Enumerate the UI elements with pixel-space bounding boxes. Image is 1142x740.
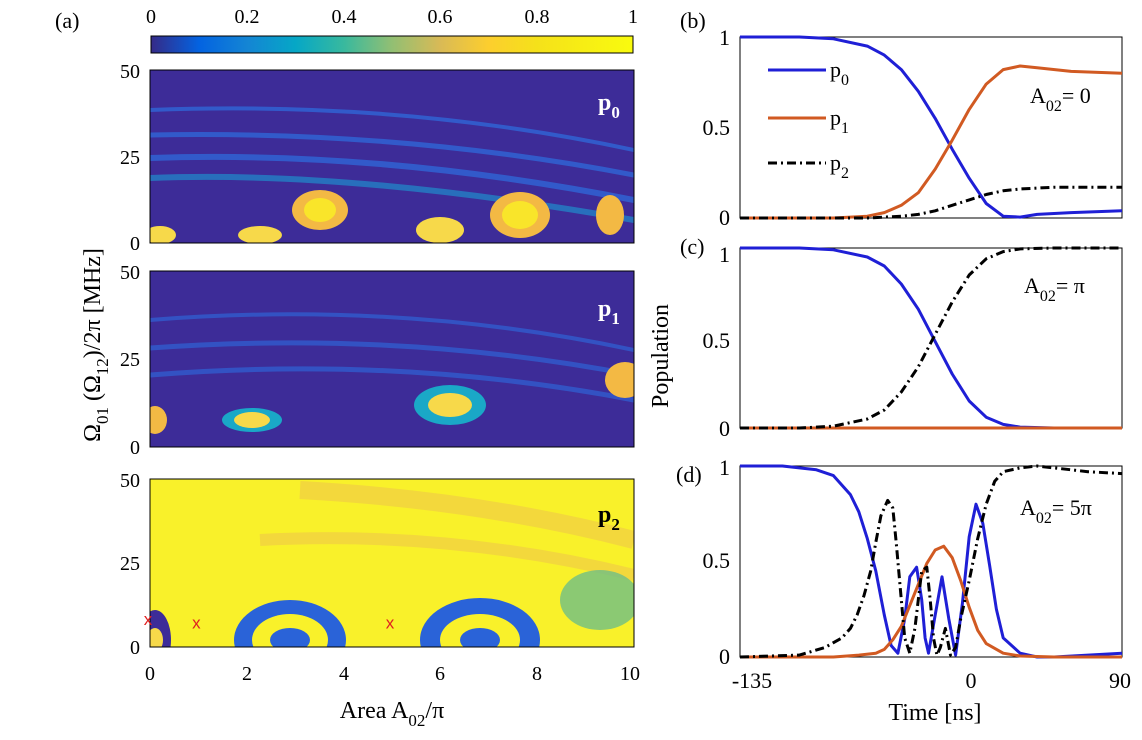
marker-x: x (386, 614, 395, 633)
y-tick: 0 (719, 205, 730, 230)
legend-label-p1: p1 (830, 105, 849, 137)
panel-a-label: (a) (55, 8, 79, 33)
panel-d-y-ticks: 1 0.5 0 (703, 455, 731, 669)
series-p0-line (740, 464, 1123, 659)
colorbar-ticks: 0 0.2 0.4 0.6 0.8 1 (146, 6, 638, 28)
y-tick: 0 (130, 233, 140, 255)
panel-d-x-ticks: -135 0 90 (732, 668, 1131, 693)
panel-d-frame (739, 465, 1123, 658)
heatmap-p0-image (150, 70, 634, 243)
x-tick: 10 (620, 663, 640, 685)
x-tick: 90 (1109, 668, 1131, 693)
series-p1-line (740, 64, 1123, 220)
marker-x: x (144, 610, 153, 629)
series-p0-line (740, 246, 1122, 430)
y-tick: 50 (120, 61, 140, 83)
x-tick: 8 (532, 663, 542, 685)
legend-label-p2: p2 (830, 150, 849, 182)
panel-b-series (740, 35, 1123, 220)
x-tick: 6 (435, 663, 445, 685)
heatmap-p0: p0 50 25 0 (120, 61, 635, 255)
heatmap-y-label: Ω01 (Ω12)/2π [MHz] (80, 248, 112, 442)
series-p2-line (740, 185, 1122, 220)
y-tick: 25 (120, 553, 140, 575)
heatmap-p2: x x x p2 50 25 0 (120, 470, 635, 659)
colorbar-bar (150, 35, 634, 54)
colorbar-tick: 0.6 (428, 6, 453, 28)
heatmap-p2-label: p2 (598, 502, 620, 534)
panel-d-annotation: A02= 5π (1020, 495, 1092, 527)
y-tick: 0 (719, 416, 730, 441)
population-y-label: Population (648, 304, 674, 408)
heatmap-x-ticks: 0 2 4 6 8 10 (145, 663, 640, 685)
colorbar-tick: 0.4 (332, 6, 357, 28)
colorbar-tick: 0.2 (235, 6, 260, 28)
y-tick: 1 (719, 455, 730, 480)
y-tick: 25 (120, 147, 140, 169)
panel-c-y-ticks: 1 0.5 0 (703, 242, 731, 441)
colorbar-tick: 1 (628, 6, 638, 28)
x-tick: 0 (966, 668, 977, 693)
series-p2-line (739, 464, 1123, 659)
colorbar-tick: 0 (146, 6, 156, 28)
y-tick: 1 (719, 242, 730, 267)
marker-x: x (192, 614, 201, 633)
y-tick: 50 (120, 262, 140, 284)
heatmap-p1-label: p1 (598, 296, 620, 328)
panel-c-series (740, 246, 1122, 430)
y-tick: 25 (120, 349, 140, 371)
colorbar-tick: 0.8 (525, 6, 550, 28)
y-tick: 50 (120, 470, 140, 492)
panel-b-y-ticks: 1 0.5 0 (703, 25, 731, 230)
y-tick: 0.5 (703, 548, 731, 573)
colorbar: 0 0.2 0.4 0.6 0.8 1 (146, 6, 638, 54)
y-tick: 1 (719, 25, 730, 50)
y-tick: 0 (130, 637, 140, 659)
x-tick: -135 (732, 668, 772, 693)
heatmap-p0-frame (149, 69, 635, 244)
x-tick: 4 (339, 663, 349, 685)
panel-c-label: (c) (680, 234, 704, 259)
y-tick: 0 (130, 437, 140, 459)
panel-b-annotation: A02= 0 (1030, 83, 1091, 115)
heatmap-p0-label: p0 (598, 90, 620, 122)
series-p1-line (740, 544, 1122, 659)
panel-d-series (739, 464, 1123, 659)
time-x-label: Time [ns] (888, 700, 981, 726)
panel-b-label: (b) (680, 8, 706, 33)
heatmap-p2-frame (149, 478, 635, 648)
heatmap-x-label: Area A02/π (340, 698, 444, 730)
panel-d-label: (d) (676, 462, 702, 487)
legend: p0 p1 p2 (768, 57, 849, 182)
y-tick: 0 (719, 644, 730, 669)
y-tick: 0.5 (703, 115, 731, 140)
x-tick: 2 (242, 663, 252, 685)
panel-c-annotation: A02= π (1024, 273, 1085, 305)
heatmap-p1-image (150, 271, 634, 447)
x-tick: 0 (145, 663, 155, 685)
panel-b-frame (739, 36, 1123, 219)
legend-label-p0: p0 (830, 57, 849, 89)
y-tick: 0.5 (703, 328, 731, 353)
series-p0-line (740, 35, 1123, 219)
heatmap-p1-frame (149, 270, 635, 448)
heatmap-p1: p1 50 25 0 (120, 262, 635, 459)
heatmap-p2-image (150, 479, 634, 647)
